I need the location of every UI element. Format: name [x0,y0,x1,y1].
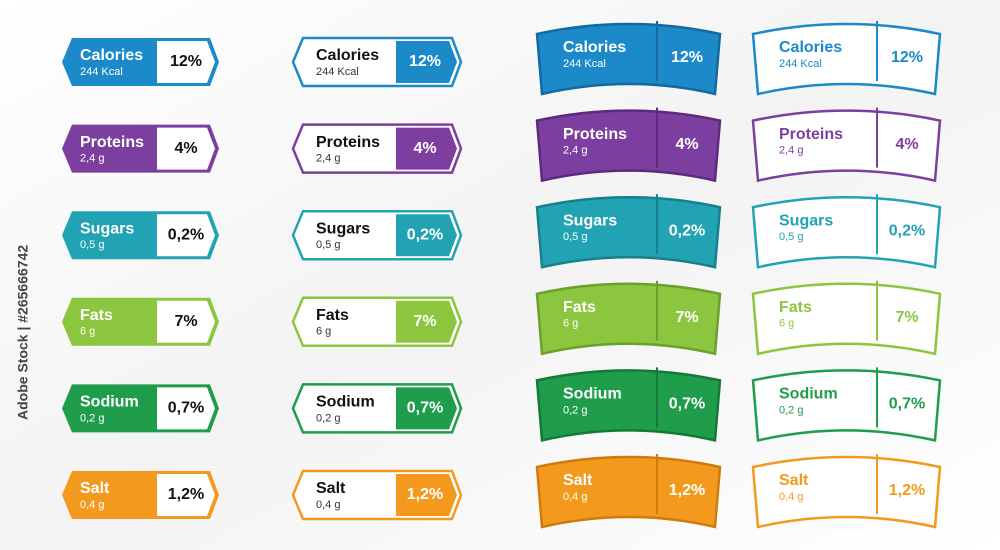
nutrient-percent: 12% [891,49,923,66]
value-box [157,387,215,430]
filled-banner [535,109,722,183]
nutrient-amount: 0,5 g [779,231,803,243]
nutrient-percent: 0,2% [168,226,204,243]
outlined-banner [751,369,942,442]
nutrient-percent: 12% [170,53,202,70]
value-box [396,41,457,83]
nutrient-percent: 7% [413,313,436,330]
nutrient-amount: 6 g [316,326,331,338]
outlined-banner [751,109,942,183]
nutrient-name: Sugars [563,212,617,229]
nutrient-percent: 0,7% [168,400,204,417]
nutrient-percent: 1,2% [407,486,443,503]
filled-banner [535,455,722,529]
value-box [396,474,457,516]
nutrient-name: Salt [779,472,809,489]
nutrient-amount: 0,4 g [316,499,340,511]
nutrient-name: Fats [316,307,349,324]
nutrient-amount: 6 g [80,326,95,338]
nutrient-name: Proteins [316,134,380,151]
filled-banner [535,195,722,269]
value-box [157,41,215,83]
nutrient-amount: 0,5 g [563,231,587,243]
nutrient-amount: 0,5 g [80,239,104,251]
nutrient-percent: 7% [675,309,698,326]
nutrient-percent: 0,7% [889,396,925,413]
value-box [396,387,457,430]
nutrient-percent: 1,2% [168,486,204,503]
value-box [396,214,457,257]
nutrient-amount: 6 g [779,318,794,330]
nutrient-name: Sodium [779,386,838,403]
watermark: Adobe Stock | #265666742 [15,245,31,420]
outlined-banner [751,195,942,269]
nutrient-amount: 0,4 g [563,491,587,503]
nutrient-percent: 1,2% [889,482,925,499]
nutrient-name: Sugars [316,220,370,237]
nutrient-name: Salt [563,472,593,489]
nutrient-percent: 0,2% [889,222,925,239]
nutrient-name: Proteins [563,126,627,143]
nutrient-name: Salt [316,480,346,497]
nutrient-name: Sodium [563,386,622,403]
nutrient-amount: 2,4 g [779,145,803,157]
nutrient-amount: 244 Kcal [563,58,606,70]
nutrient-amount: 0,4 g [779,491,803,503]
nutrient-amount: 0,2 g [80,412,104,424]
nutrient-amount: 6 g [563,318,578,330]
value-box [157,214,215,257]
nutrient-name: Fats [779,299,812,316]
nutrient-percent: 7% [174,313,197,330]
nutrient-percent: 0,2% [407,226,443,243]
value-box [157,474,215,516]
nutrient-name: Proteins [779,126,843,143]
value-box [157,127,215,170]
filled-banner [535,369,722,442]
value-box [157,300,215,343]
nutrient-amount: 244 Kcal [316,66,359,78]
nutrient-percent: 7% [895,309,918,326]
outlined-banner [751,455,942,529]
nutrient-name: Sodium [316,394,375,411]
value-box [396,300,457,343]
nutrient-percent: 4% [675,136,698,153]
filled-banner [535,22,722,96]
nutrient-name: Fats [80,307,113,324]
nutrient-name: Proteins [80,134,144,151]
nutrient-amount: 0,2 g [779,404,803,416]
nutrient-name: Calories [316,47,379,64]
nutrient-amount: 2,4 g [316,153,340,165]
nutrient-name: Sodium [80,394,139,411]
nutrient-amount: 0,2 g [563,404,587,416]
nutrient-amount: 0,2 g [316,412,340,424]
nutrient-percent: 0,7% [669,396,705,413]
nutrient-percent: 12% [409,53,441,70]
nutrient-percent: 0,7% [407,400,443,417]
nutrient-percent: 1,2% [669,482,705,499]
outlined-banner [751,22,942,96]
nutrient-percent: 4% [174,140,197,157]
nutrient-percent: 4% [413,140,436,157]
nutrient-name: Calories [563,39,626,56]
nutrient-name: Sugars [779,212,833,229]
nutrient-amount: 2,4 g [80,153,104,165]
nutrient-amount: 0,5 g [316,239,340,251]
nutrient-name: Calories [779,39,842,56]
outlined-banner [751,282,942,356]
nutrient-amount: 244 Kcal [779,58,822,70]
nutrient-name: Fats [563,299,596,316]
nutrient-percent: 4% [895,136,918,153]
nutrient-name: Sugars [80,220,134,237]
nutrient-amount: 2,4 g [563,145,587,157]
nutrient-name: Calories [80,47,143,64]
nutrient-name: Salt [80,480,110,497]
nutrient-percent: 0,2% [669,222,705,239]
value-box [396,127,457,170]
nutrient-amount: 244 Kcal [80,66,123,78]
filled-banner [535,282,722,356]
nutrient-percent: 12% [671,49,703,66]
nutrient-amount: 0,4 g [80,499,104,511]
